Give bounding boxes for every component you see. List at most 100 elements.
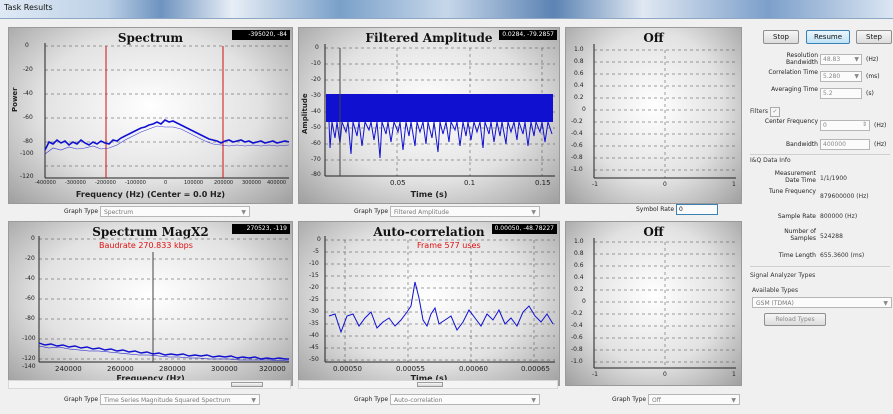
sample-rate-value: 800000 (Hz) [820, 213, 858, 220]
center-frequency-input[interactable]: 0 ⇕ [820, 120, 870, 131]
off-plot-top[interactable] [566, 28, 741, 203]
off-ytick: -0.6 [571, 142, 583, 149]
magx2-xtick: 320000 [259, 365, 286, 373]
off-graph-type-select[interactable]: Off ▼ [648, 394, 740, 405]
spectrum-ytick: -60 [23, 114, 33, 121]
off-xtick: 0 [663, 371, 667, 378]
autocorr-ytick: -15 [309, 272, 319, 279]
bandwidth-label: Bandwidth [786, 141, 818, 148]
resume-button[interactable]: Resume [806, 30, 850, 44]
autocorr-title: Auto-correlation [373, 225, 485, 239]
spectrum-panel[interactable]: Spectrum -395020, -84 Power 0 -20 -40 -6… [8, 27, 293, 204]
filtered-ytick: -30 [311, 92, 321, 99]
filters-checkbox[interactable]: ✓ [770, 107, 780, 117]
spectrum-xtick: -300000 [65, 180, 86, 186]
spectrum-plot[interactable] [9, 28, 292, 203]
autocorr-plot[interactable] [299, 222, 559, 385]
filters-label: Filters [750, 108, 768, 115]
spectrum-xlabel: Frequency (Hz) (Center = 0.0 Hz) [75, 190, 226, 199]
averaging-time-input[interactable]: 5.2 [820, 88, 862, 99]
autocorr-ytick: -50 [309, 356, 319, 363]
correlation-time-select[interactable]: 5.280 ▼ [820, 71, 862, 82]
spectrum-ytick: -40 [23, 90, 33, 97]
off-ytick: 0.4 [574, 274, 584, 281]
spectrum-ytick: -100 [20, 150, 34, 157]
magx2-xtick: 280000 [159, 365, 186, 373]
resolution-bandwidth-select[interactable]: 48.83 ▼ [820, 54, 862, 65]
magx2-graph-type-label: Graph Type [64, 396, 99, 403]
off-xtick: 1 [732, 181, 736, 188]
spectrum-ylabel: Power [11, 87, 19, 112]
filtered-graph-type-value: Filtered Amplitude [394, 209, 449, 216]
analyzer-section-title: Signal Analyzer Types [750, 272, 816, 279]
autocorr-trace [328, 281, 554, 334]
reload-types-button[interactable]: Reload Types [764, 313, 826, 326]
autocorr-ytick: -35 [309, 320, 319, 327]
off-ytick: 0.6 [574, 262, 584, 269]
off-ytick: -0.8 [571, 346, 583, 353]
magx2-plot[interactable] [9, 222, 292, 385]
off-ytick: -0.4 [571, 130, 583, 137]
spinner-icon[interactable]: ⇕ [861, 121, 867, 128]
available-types-select[interactable]: GSM (TDMA) ▼ [752, 297, 892, 308]
filtered-ytick: -50 [311, 124, 321, 131]
spectrum-xtick: -100000 [125, 180, 146, 186]
stop-button[interactable]: Stop [763, 30, 799, 44]
off-ytick: -1.0 [571, 358, 583, 365]
off-graph-type-label: Graph Type [612, 396, 647, 403]
filtered-graph-type-select[interactable]: Filtered Amplitude ▼ [390, 206, 540, 217]
spectrum-graph-type-select[interactable]: Spectrum ▼ [100, 206, 250, 217]
symbol-rate-input[interactable]: 0 [676, 204, 718, 215]
bandwidth-unit: (Hz) [874, 141, 887, 148]
constellation-panel-bottom[interactable]: Off 1.0 0.8 0.6 0.4 0.2 0 -0.2 -0.4 -0.6… [565, 221, 742, 386]
bandwidth-input[interactable]: 400000 [820, 139, 870, 150]
filtered-graph-type-label: Graph Type [354, 208, 389, 215]
spectrum-magx2-panel[interactable]: Spectrum MagX2 270523, -119 Baudrate 270… [8, 221, 293, 386]
resolution-bandwidth-unit: (Hz) [866, 56, 879, 63]
filtered-amplitude-panel[interactable]: Filtered Amplitude 0.0284, -79.2857 Ampl… [298, 27, 560, 204]
chevron-down-icon: ▼ [251, 397, 256, 404]
num-samples-value: 524288 [820, 233, 843, 240]
correlation-time-label: Correlation Time [768, 69, 818, 76]
autocorr-ytick: -5 [313, 248, 319, 255]
off-plot-bottom[interactable] [566, 222, 741, 385]
filtered-ytick: -60 [311, 140, 321, 147]
autocorr-scroll-thumb[interactable] [417, 382, 443, 387]
spectrum-xtick: 0 [164, 180, 168, 186]
tune-frequency-label: Tune Frequency [769, 188, 816, 195]
constellation-panel-top[interactable]: Off 1.0 0.8 0.6 0.4 0.2 0 -0.2 -0.4 -0.6… [565, 27, 742, 204]
spectrum-xtick: -200000 [95, 180, 116, 186]
off-title-top: Off [643, 31, 664, 45]
autocorr-xtick: 0.00055 [396, 365, 425, 373]
off-ytick: 1.0 [574, 46, 584, 53]
magx2-ytick: -60 [25, 295, 35, 302]
autocorr-ytick: -30 [309, 308, 319, 315]
magx2-graph-type-select[interactable]: Time Series Magnitude Squared Spectrum ▼ [100, 394, 260, 405]
filtered-ytick: -10 [311, 60, 321, 67]
autocorr-frame-annotation: Frame 577 uses [417, 241, 481, 250]
filtered-xtick: 0.1 [464, 179, 476, 187]
available-types-label: Available Types [752, 287, 798, 294]
autocorr-ytick: -10 [309, 260, 319, 267]
off-xtick: 1 [732, 371, 736, 378]
averaging-time-label: Averaging Time [771, 86, 818, 93]
magx2-scroll-thumb[interactable] [231, 382, 263, 387]
autocorrelation-panel[interactable]: Auto-correlation 0.00050, -48.78227 Fram… [298, 221, 560, 386]
magx2-xtick: 260000 [107, 365, 134, 373]
magx2-xtick: 300000 [211, 365, 238, 373]
autocorr-horizontal-scrollbar[interactable] [298, 380, 558, 389]
magx2-ytick: -40 [25, 275, 35, 282]
autocorr-ytick: -25 [309, 296, 319, 303]
symbol-rate-value: 0 [679, 206, 683, 213]
autocorr-graph-type-select[interactable]: Auto-correlation ▼ [390, 394, 540, 405]
magx2-ytick: -20 [25, 255, 35, 262]
magx2-horizontal-scrollbar[interactable] [8, 380, 291, 389]
spectrum-ytick: -20 [23, 66, 33, 73]
averaging-time-unit: (s) [866, 90, 874, 97]
filtered-plot[interactable] [299, 28, 559, 203]
off-ytick: -0.2 [571, 310, 583, 317]
step-button[interactable]: Step [856, 30, 892, 44]
filtered-ylabel: Amplitude [301, 93, 309, 134]
off-ytick: 0.2 [574, 94, 584, 101]
filtered-ytick: -70 [311, 156, 321, 163]
